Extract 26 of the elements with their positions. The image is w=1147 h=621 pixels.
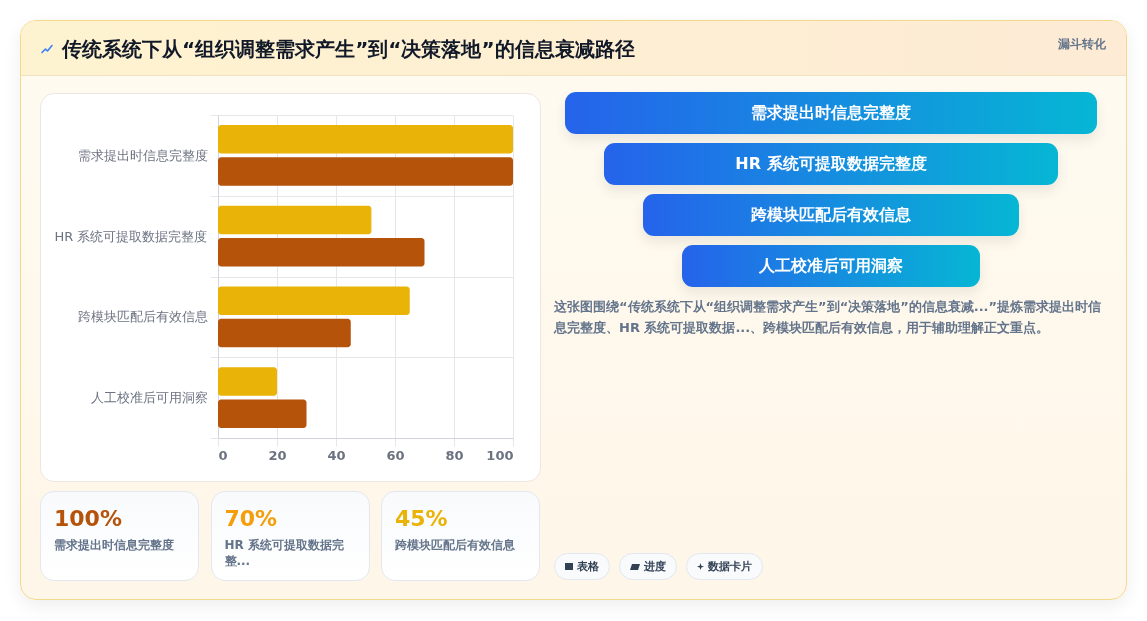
y-tick-label: HR 系统可提取数据完整度 <box>54 228 208 244</box>
category-label: 跨模块匹配后有效信息 <box>643 194 1019 236</box>
category-label: 需求提出时信息完整度 <box>565 92 1097 134</box>
y-tick-label: 跨模块匹配后有效信息 <box>77 309 208 325</box>
text: 45% <box>395 506 448 531</box>
y-tick-label: 人工校准后可用洞察 <box>90 390 208 406</box>
text: 进度 <box>644 559 666 574</box>
category-label: HR 系统可提取数据完整度 <box>604 143 1058 185</box>
text: 数据卡片 <box>708 559 752 574</box>
category-label: HR 系统可提取数据完整... <box>224 537 345 569</box>
category-label: 人工校准后可用洞察 <box>682 245 980 287</box>
text: 漏斗转化 <box>1057 36 1106 52</box>
x-tick-label: 40 <box>327 447 346 463</box>
x-tick-label: 0 <box>218 447 228 463</box>
x-tick-label: 20 <box>268 447 287 463</box>
chart-title: 传统系统下从“组织调整需求产生”到“决策落地”的信息衰减路径 <box>62 36 635 62</box>
y-tick-label: 需求提出时信息完整度 <box>77 147 208 163</box>
x-tick-label: 80 <box>445 447 464 463</box>
text: 70% <box>224 506 278 531</box>
text: 这张图围绕“传统系统下从“组织调整需求产生”到“决策落地”的信息衰减...”提炼需求提出时信息完整度、HR 系统可提取数据...、跨模块匹配后有效信息，用于辅助理解正文重点。 <box>554 298 1103 337</box>
category-label: 跨模块匹配后有效信息 <box>395 537 516 553</box>
x-tick-label: 100 <box>486 447 514 463</box>
x-tick-label: 60 <box>386 447 405 463</box>
text: 表格 <box>577 559 599 574</box>
category-label: 需求提出时信息完整度 <box>54 537 175 553</box>
text: 100% <box>54 506 122 531</box>
